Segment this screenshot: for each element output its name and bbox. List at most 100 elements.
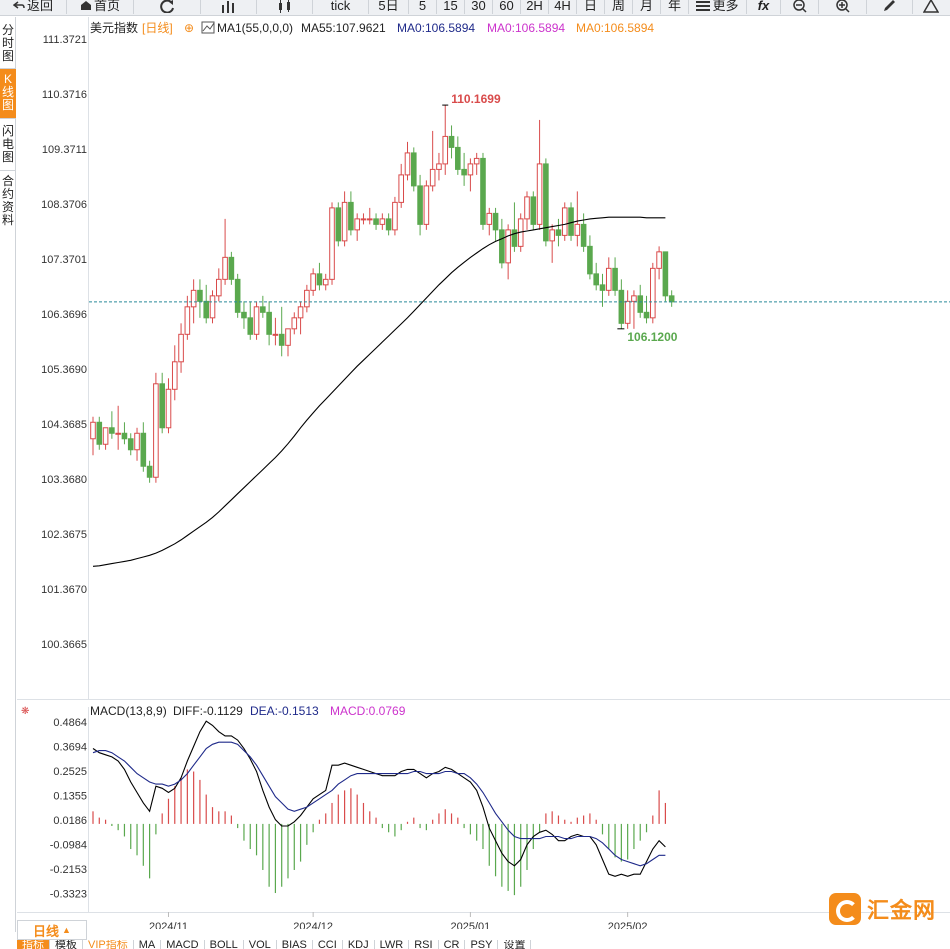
period-month-button[interactable]: 月 — [633, 0, 661, 14]
candlestick-icon — [278, 0, 290, 13]
tick-button[interactable]: tick — [313, 0, 369, 14]
period-month-label: 月 — [639, 0, 653, 13]
side-tab-timeshare[interactable]: 分时图 — [0, 17, 16, 69]
candle-up — [310, 273, 316, 291]
candle-up — [354, 218, 360, 231]
period-day-button[interactable]: 日 — [577, 0, 605, 14]
candle-up — [253, 306, 260, 335]
top-toolbar: 返回 首页 tick 5日 5 15 30 60 2H 4H 日 周 月 年 更… — [0, 0, 950, 16]
period-30m-button[interactable]: 30 — [465, 0, 493, 14]
indicator-tab[interactable]: VIP指标 — [83, 940, 134, 949]
draw-button[interactable] — [867, 0, 913, 14]
side-tab-contract-info[interactable]: 合约资料 — [1, 174, 14, 227]
price-tick: 110.3716 — [42, 89, 87, 101]
indicator-tab[interactable]: KDJ — [343, 940, 375, 949]
macd-tick: 0.1355 — [53, 791, 87, 803]
period-selector-label: 日线 — [33, 923, 60, 939]
macd-legend: ❋ MACD(13,8,9) DIFF:-0.1129 DEA:-0.1513 … — [21, 704, 406, 718]
bar-chart-button[interactable] — [201, 0, 257, 14]
add-icon[interactable]: ⊕ — [184, 21, 194, 35]
zoom-out-icon — [792, 0, 807, 13]
candle-up — [524, 196, 530, 220]
indicator-tab[interactable]: LWR — [375, 940, 410, 949]
zoom-in-button[interactable] — [819, 0, 867, 14]
kline-chart[interactable]: 美元指数 [日线] ⊕ MA1(55,0,0,0) MA55:107.9621 … — [17, 17, 950, 933]
price-tick: 108.3706 — [41, 199, 87, 211]
period-label: [日线] — [142, 21, 173, 35]
macd-settings-icon[interactable]: ❋ — [21, 706, 29, 717]
indicator-tab[interactable]: 设置 — [498, 940, 532, 949]
candle-down — [335, 207, 342, 242]
macd-axis-ticks: 0.4864 0.3694 0.2525 0.1355 0.0186 -0.0984 -0.… — [50, 717, 87, 901]
indicator-tab[interactable]: CCI — [313, 940, 343, 949]
period-15m-button[interactable]: 15 — [437, 0, 465, 14]
period-year-button[interactable]: 年 — [661, 0, 689, 14]
high-annotation: 110.1699 — [451, 92, 501, 106]
period-30m-label: 30 — [471, 0, 486, 13]
indicator-tab[interactable]: RSI — [409, 940, 439, 949]
price-tick: 109.3711 — [42, 144, 87, 156]
candle-down — [140, 432, 147, 467]
candle-down — [492, 212, 499, 231]
back-label: 返回 — [26, 0, 53, 13]
indicator-tabs: 指标 模板 VIP指标 MA MACD BOLL VOL BIAS CCI KDJ LWR RSI CR… — [17, 940, 532, 949]
macd-tick: -0.2153 — [50, 864, 87, 876]
indicator-tab[interactable]: VOL — [244, 940, 277, 949]
period-5m-label: 5 — [418, 0, 427, 13]
huijin-logo: 汇金网 — [829, 892, 939, 926]
indicator-tab[interactable]: MACD — [161, 940, 205, 949]
candle-down — [197, 289, 203, 302]
price-tick: 101.3670 — [41, 584, 87, 596]
side-tab-flash[interactable]: 闪电图 — [0, 119, 16, 171]
back-arrow-icon — [12, 0, 25, 9]
candle-down — [96, 421, 103, 445]
indicator-tab[interactable]: CR — [439, 940, 466, 949]
macd-tick: -0.3323 — [50, 889, 87, 901]
home-button[interactable]: 首页 — [67, 0, 134, 14]
refresh-button[interactable] — [134, 0, 201, 14]
candle-down — [417, 185, 423, 225]
candle-down — [612, 267, 618, 291]
ma-settings-icon[interactable] — [201, 21, 215, 34]
candle-up — [285, 328, 291, 346]
candle-up — [341, 201, 348, 242]
period-5d-button[interactable]: 5日 — [369, 0, 409, 14]
bar-chart-icon — [221, 0, 234, 13]
period-2h-button[interactable]: 2H — [521, 0, 549, 14]
indicator-tab[interactable]: MA — [134, 940, 162, 949]
side-tab-kline[interactable]: K线图 — [0, 69, 16, 119]
candle-down — [241, 311, 247, 319]
indicator-tab[interactable]: 指标 — [17, 940, 50, 949]
candle-down — [410, 152, 417, 187]
candle-up — [631, 295, 637, 302]
candle-button[interactable] — [257, 0, 313, 14]
candle-down — [203, 300, 210, 319]
indicator-tab[interactable]: BIAS — [277, 940, 313, 949]
candle-down — [228, 256, 235, 280]
candle-down — [543, 163, 549, 242]
period-60m-button[interactable]: 60 — [493, 0, 521, 14]
indicator-tab[interactable]: BOLL — [205, 940, 244, 949]
candle-up — [178, 333, 184, 363]
period-week-button[interactable]: 周 — [605, 0, 633, 14]
chart-area[interactable]: 美元指数 [日线] ⊕ MA1(55,0,0,0) MA55:107.9621 … — [17, 17, 950, 933]
shape-button[interactable] — [913, 0, 949, 14]
formula-button[interactable]: fx — [747, 0, 781, 14]
caret-up-icon: ▲ — [62, 925, 71, 935]
zoom-out-button[interactable] — [781, 0, 819, 14]
candle-down — [121, 432, 128, 440]
period-selector[interactable]: 日线 ▲ — [17, 920, 87, 940]
indicator-tab[interactable]: 模板 — [50, 940, 83, 949]
candle-up — [650, 267, 656, 319]
period-5m-button[interactable]: 5 — [409, 0, 437, 14]
logo-icon — [829, 893, 861, 925]
more-button[interactable]: 更多 — [689, 0, 747, 14]
candle-down — [278, 333, 285, 346]
candle-up — [190, 289, 197, 308]
indicator-tab[interactable]: PSY — [465, 940, 499, 949]
period-4h-button[interactable]: 4H — [549, 0, 577, 14]
macd-macd-value: MACD:0.0769 — [330, 704, 406, 718]
macd-definition: MACD(13,8,9) — [90, 704, 167, 718]
pencil-icon — [883, 0, 895, 11]
back-button[interactable]: 返回 — [0, 0, 67, 14]
